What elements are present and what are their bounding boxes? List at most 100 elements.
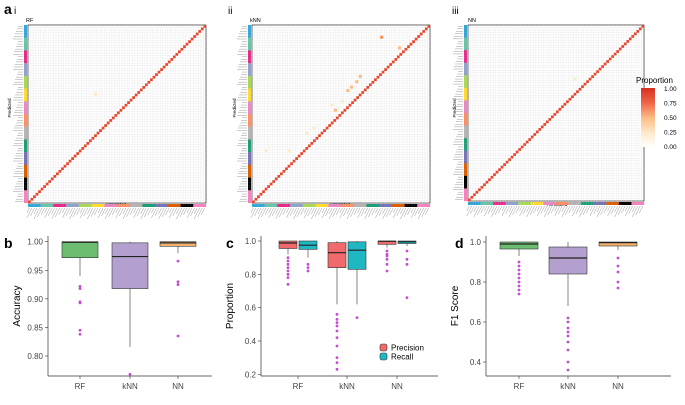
diagonal-cell bbox=[300, 152, 304, 155]
col-annotation bbox=[356, 204, 359, 207]
outlier-point bbox=[566, 334, 570, 338]
col-annotation bbox=[259, 204, 263, 207]
col-annotation bbox=[147, 204, 151, 207]
heatmap-ylabel-knn: Predicted bbox=[232, 98, 237, 118]
col-annotation bbox=[124, 204, 128, 207]
col-annotation bbox=[535, 202, 539, 205]
row-annotation bbox=[248, 30, 251, 33]
row-annotation bbox=[464, 82, 467, 86]
row-annotation bbox=[464, 150, 467, 154]
row-annotation bbox=[464, 75, 467, 78]
col-annotation bbox=[330, 204, 334, 207]
legend-title: Proportion bbox=[636, 76, 673, 85]
diagonal-cell bbox=[616, 50, 620, 53]
diagonal-cell bbox=[503, 163, 506, 166]
col-annotation bbox=[510, 202, 514, 205]
x-tick-label: kNN bbox=[122, 382, 138, 391]
off-diagonal-cell bbox=[341, 99, 345, 103]
outlier-point bbox=[355, 316, 359, 320]
col-annotation bbox=[528, 202, 531, 205]
diagonal-cell bbox=[119, 108, 123, 112]
outlier-point bbox=[286, 276, 290, 280]
row-annotation bbox=[24, 175, 27, 178]
row-annotation bbox=[24, 65, 27, 69]
off-diagonal-cell bbox=[330, 103, 334, 107]
col-annotation bbox=[525, 202, 529, 205]
col-annotation bbox=[520, 202, 524, 205]
col-annotation bbox=[323, 204, 326, 207]
row-annotation bbox=[248, 45, 251, 48]
diagonal-cell bbox=[417, 35, 421, 38]
row-annotation bbox=[248, 86, 251, 89]
diagonal-cell bbox=[358, 93, 362, 97]
y-tick-label: 0.8 bbox=[470, 278, 482, 287]
y-tick-label: 0.80 bbox=[27, 352, 43, 361]
box bbox=[548, 246, 588, 275]
col-annotation bbox=[623, 202, 627, 205]
diagonal-cell bbox=[333, 119, 337, 122]
diagonal-cell bbox=[510, 155, 514, 159]
tick-label-marks bbox=[453, 26, 643, 218]
col-annotation bbox=[35, 204, 39, 207]
row-annotation bbox=[248, 144, 251, 148]
outlier-point bbox=[286, 272, 290, 276]
diagonal-cell bbox=[254, 197, 258, 201]
diagonal-cell bbox=[272, 180, 276, 183]
off-diagonal-cell bbox=[346, 89, 350, 93]
diagonal-cell bbox=[583, 82, 587, 86]
col-annotation bbox=[264, 204, 268, 207]
diagonal-cell bbox=[543, 123, 547, 126]
diagonal-cell bbox=[274, 177, 278, 181]
row-annotation bbox=[464, 42, 467, 46]
row-annotation bbox=[464, 102, 467, 106]
diagonal-cell bbox=[66, 162, 69, 166]
col-annotation bbox=[328, 204, 331, 207]
diagonal-cell bbox=[81, 147, 85, 150]
row-annotation bbox=[464, 77, 467, 81]
outlier-point bbox=[335, 317, 339, 321]
col-annotation bbox=[384, 204, 387, 207]
row-annotation bbox=[248, 187, 251, 191]
row-annotation bbox=[248, 32, 251, 36]
outlier-point bbox=[517, 284, 521, 288]
col-annotation bbox=[155, 204, 158, 207]
col-annotation bbox=[160, 204, 163, 207]
col-annotation bbox=[638, 202, 642, 205]
col-annotation bbox=[409, 204, 413, 207]
col-annotation bbox=[578, 202, 582, 205]
diagonal-cell bbox=[83, 144, 87, 148]
row-annotation bbox=[464, 145, 467, 149]
col-annotation bbox=[422, 204, 426, 207]
row-annotation bbox=[248, 96, 251, 99]
col-annotation bbox=[545, 202, 549, 205]
outlier-point bbox=[286, 262, 290, 266]
col-annotation bbox=[175, 204, 179, 207]
diagonal-cell bbox=[623, 42, 627, 46]
row-annotation bbox=[248, 103, 251, 107]
row-annotation bbox=[24, 162, 27, 165]
diagonal-cell bbox=[535, 130, 539, 134]
outlier-point bbox=[517, 276, 521, 280]
diagonal-cell bbox=[195, 32, 199, 36]
row-annotation bbox=[248, 78, 251, 82]
diagonal-cell bbox=[48, 180, 52, 183]
col-annotation bbox=[73, 204, 77, 207]
row-annotation bbox=[24, 154, 27, 158]
diagonal-cell bbox=[470, 195, 474, 199]
col-annotation bbox=[119, 204, 123, 207]
diagonal-cell bbox=[366, 86, 370, 89]
row-annotation bbox=[24, 63, 27, 66]
outlier-point bbox=[566, 368, 570, 372]
heatmap-method-rf: RF bbox=[26, 18, 34, 24]
col-annotation bbox=[538, 202, 542, 205]
col-annotation bbox=[402, 204, 405, 207]
row-annotation bbox=[24, 86, 27, 89]
diagonal-cell bbox=[320, 131, 324, 135]
diagonal-cell bbox=[427, 25, 431, 28]
row-annotation bbox=[24, 91, 27, 94]
col-annotation bbox=[109, 204, 113, 207]
diagonal-cell bbox=[606, 60, 609, 63]
diagonal-cell bbox=[33, 195, 36, 199]
outlier-point bbox=[616, 286, 620, 290]
col-annotation bbox=[343, 204, 347, 207]
